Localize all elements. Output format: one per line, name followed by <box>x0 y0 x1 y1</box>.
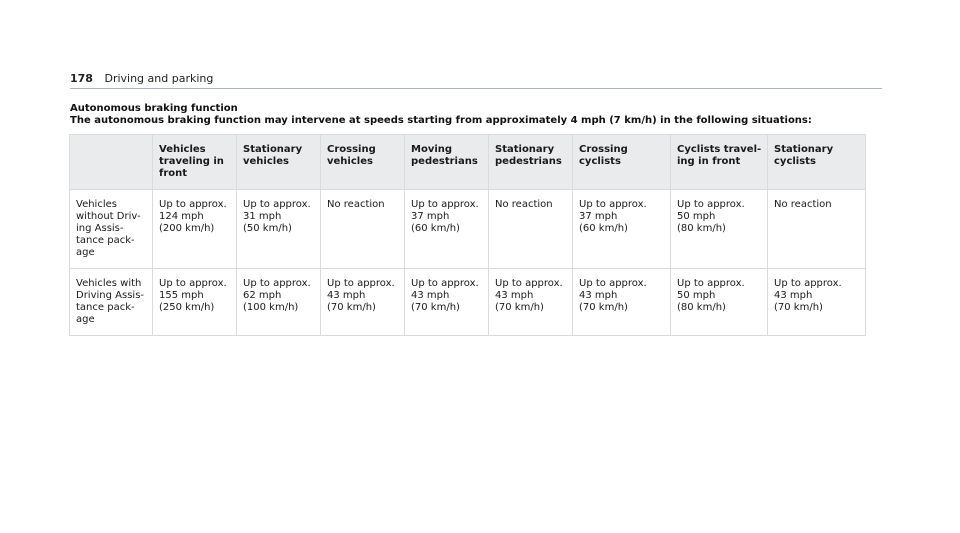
table-header-row: Vehicles traveling in front Stationary v… <box>69 134 866 190</box>
header-cell-crossing-cyclists: Crossing cyclists <box>572 134 671 190</box>
table-row: Vehicles without Driv- ing Assis- tance … <box>69 189 866 269</box>
header-cell-crossing-vehicles: Crossing vehicles <box>320 134 405 190</box>
table-cell: Up to approx. 43 mph (70 km/h) <box>404 268 489 336</box>
table-cell: Up to approx. 37 mph (60 km/h) <box>404 189 489 269</box>
row-label-cell: Vehicles with Driving Assis- tance pack-… <box>69 268 153 336</box>
table-cell: No reaction <box>767 189 866 269</box>
table-cell: Up to approx. 37 mph (60 km/h) <box>572 189 671 269</box>
table-cell: Up to approx. 43 mph (70 km/h) <box>572 268 671 336</box>
table-cell: Up to approx. 31 mph (50 km/h) <box>236 189 321 269</box>
page-header: 178 Driving and parking <box>70 70 882 89</box>
table-cell: Up to approx. 50 mph (80 km/h) <box>670 189 768 269</box>
table-cell: Up to approx. 43 mph (70 km/h) <box>488 268 573 336</box>
document-title: Autonomous braking function <box>70 103 238 114</box>
table-cell: No reaction <box>320 189 405 269</box>
header-cell-cyclists-in-front: Cyclists travel- ing in front <box>670 134 768 190</box>
page-number: 178 <box>70 72 93 85</box>
header-cell-stationary-cyclists: Stationary cyclists <box>767 134 866 190</box>
table-cell: Up to approx. 43 mph (70 km/h) <box>767 268 866 336</box>
braking-speed-table: Vehicles traveling in front Stationary v… <box>69 134 866 336</box>
header-cell-moving-pedestrians: Moving pedestrians <box>404 134 489 190</box>
header-cell-vehicles-in-front: Vehicles traveling in front <box>152 134 237 190</box>
table-row: Vehicles with Driving Assis- tance pack-… <box>69 268 866 336</box>
header-cell-stationary-vehicles: Stationary vehicles <box>236 134 321 190</box>
row-label-cell: Vehicles without Driv- ing Assis- tance … <box>69 189 153 269</box>
document-intro: The autonomous braking function may inte… <box>70 115 812 126</box>
header-cell-blank <box>69 134 153 190</box>
section-title: Driving and parking <box>104 72 214 85</box>
table-cell: Up to approx. 50 mph (80 km/h) <box>670 268 768 336</box>
table-cell: Up to approx. 62 mph (100 km/h) <box>236 268 321 336</box>
table-cell: Up to approx. 43 mph (70 km/h) <box>320 268 405 336</box>
header-cell-stationary-pedestrians: Stationary pedestrians <box>488 134 573 190</box>
table-cell: Up to approx. 124 mph (200 km/h) <box>152 189 237 269</box>
table-cell: No reaction <box>488 189 573 269</box>
table-cell: Up to approx. 155 mph (250 km/h) <box>152 268 237 336</box>
